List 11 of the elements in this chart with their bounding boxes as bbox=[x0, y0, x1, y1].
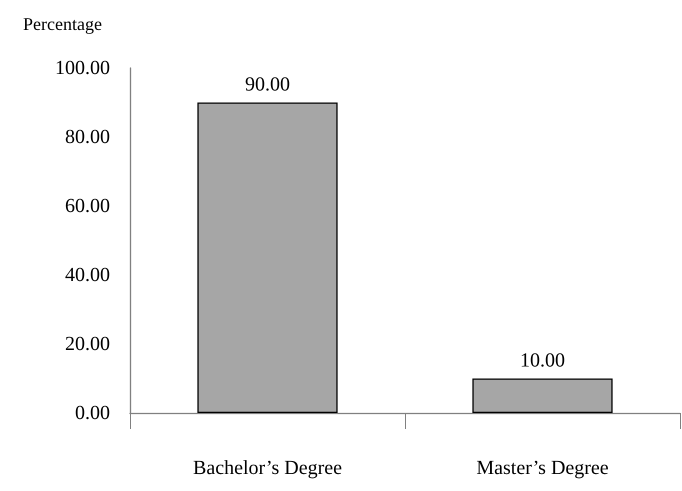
y-tick-label: 40.00 bbox=[65, 264, 110, 286]
y-tick-label: 20.00 bbox=[65, 333, 110, 355]
y-tick-label: 60.00 bbox=[65, 195, 110, 217]
x-tick-label: Bachelor’s Degree bbox=[192, 457, 342, 479]
y-tick-label: 100.00 bbox=[55, 57, 110, 79]
y-tick-label: 0.00 bbox=[75, 402, 110, 424]
y-axis-title: Percentage bbox=[23, 14, 102, 34]
data-label: 90.00 bbox=[245, 74, 290, 96]
x-tick-label: Master’s Degree bbox=[476, 457, 609, 479]
data-label: 10.00 bbox=[520, 350, 565, 372]
y-tick-label: 80.00 bbox=[65, 126, 110, 148]
